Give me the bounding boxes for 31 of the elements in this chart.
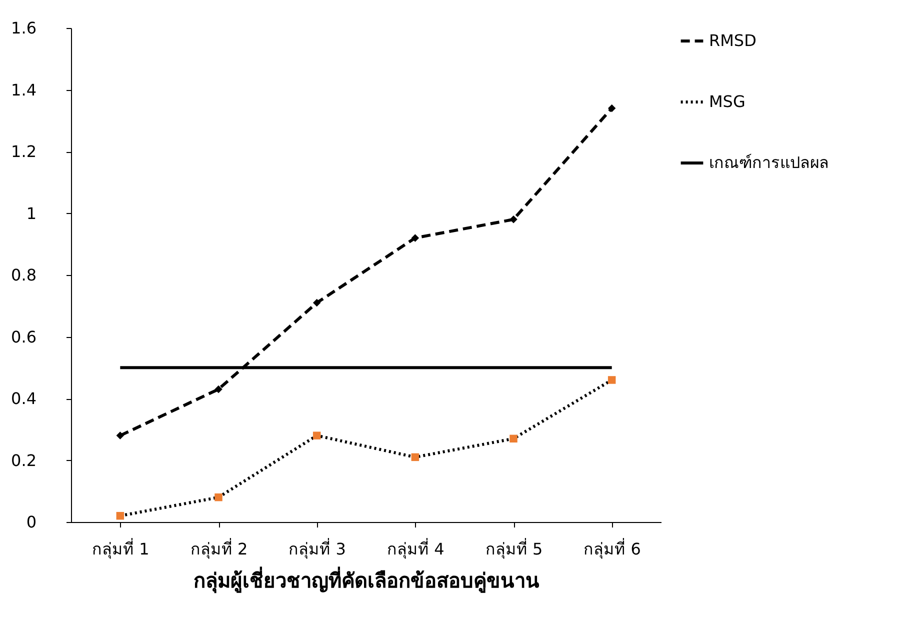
- x-tick-label: กลุ่มที่ 1: [92, 538, 150, 560]
- y-tick-label: 0.4: [11, 389, 36, 408]
- y-tick-label: 0.2: [11, 450, 36, 470]
- y-tick-label: 0.8: [11, 266, 36, 284]
- point: [411, 453, 420, 462]
- x-tick-label: กลุ่มที่ 5: [485, 538, 543, 560]
- point: [608, 376, 616, 384]
- point: [312, 298, 321, 307]
- y-tick-label: 1.4: [11, 80, 36, 100]
- legend-label: RMSD: [709, 31, 756, 50]
- y-tick-label: 0: [26, 512, 36, 532]
- x-tick-label: กลุ่มที่ 3: [288, 538, 346, 560]
- point: [116, 512, 124, 520]
- point: [214, 493, 222, 502]
- y-tick-label: 0.6: [11, 327, 36, 346]
- y-tick-label: 1.6: [11, 18, 36, 38]
- point: [411, 234, 420, 242]
- point: [312, 432, 321, 440]
- x-tick-label: กลุ่มที่ 4: [387, 538, 444, 560]
- x-tick-label: กลุ่มที่ 6: [584, 538, 641, 560]
- point: [510, 434, 518, 443]
- legend-label: เกณฑ์การแปลผล: [709, 153, 829, 172]
- point: [214, 385, 222, 394]
- x-tick-label: กลุ่มที่ 2: [190, 538, 248, 560]
- point: [510, 216, 518, 224]
- point: [608, 104, 616, 112]
- point: [116, 432, 124, 440]
- x-axis-title: กลุ่มผู้เชี่ยวชาญที่คัดเลือกข้อสอบคู่ขนาน: [194, 566, 540, 594]
- y-tick-label: 1: [26, 204, 36, 223]
- legend-label: MSG: [709, 92, 746, 111]
- y-tick-label: 1.2: [11, 142, 36, 161]
